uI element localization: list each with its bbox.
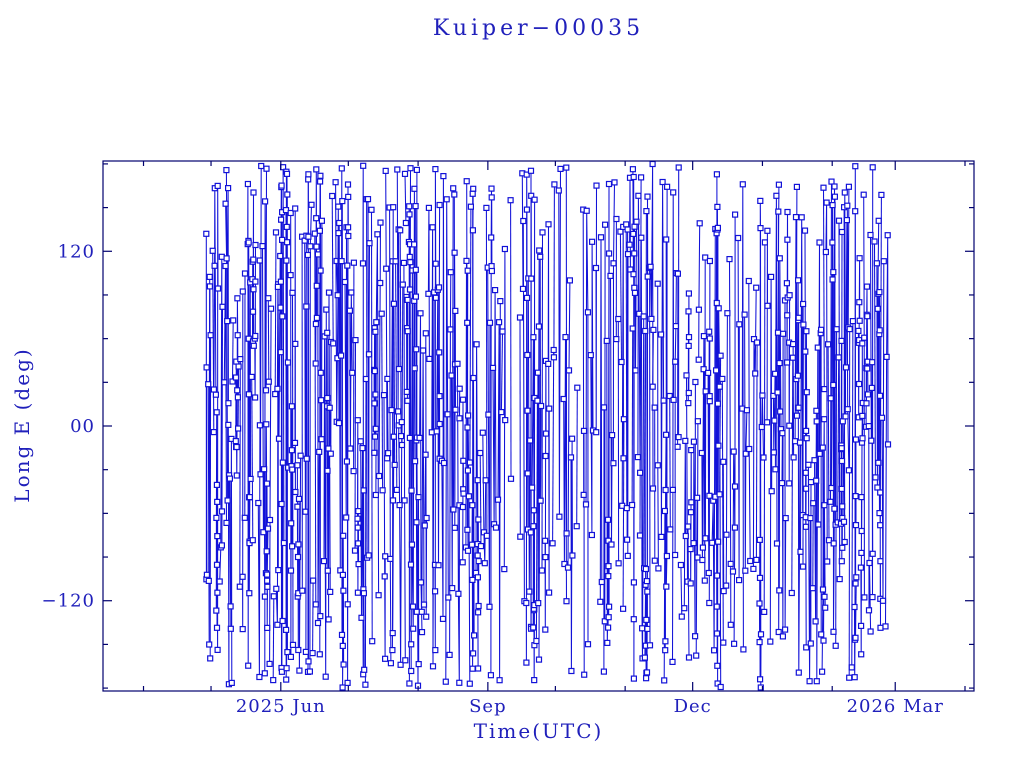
x-tick-label: Dec xyxy=(674,696,712,717)
data-markers xyxy=(203,161,892,691)
y-tick-label: 00 xyxy=(70,416,95,437)
y-tick-label: −120 xyxy=(42,591,95,612)
x-tick-label: Sep xyxy=(469,696,507,717)
y-tick-label: 120 xyxy=(58,241,95,262)
x-axis-title: Time(UTC) xyxy=(473,719,604,743)
chart-title: Kuiper−00035 xyxy=(432,16,645,41)
x-tick-label: 2025 Jun xyxy=(236,696,326,717)
x-tick-label: 2026 Mar xyxy=(847,696,944,717)
